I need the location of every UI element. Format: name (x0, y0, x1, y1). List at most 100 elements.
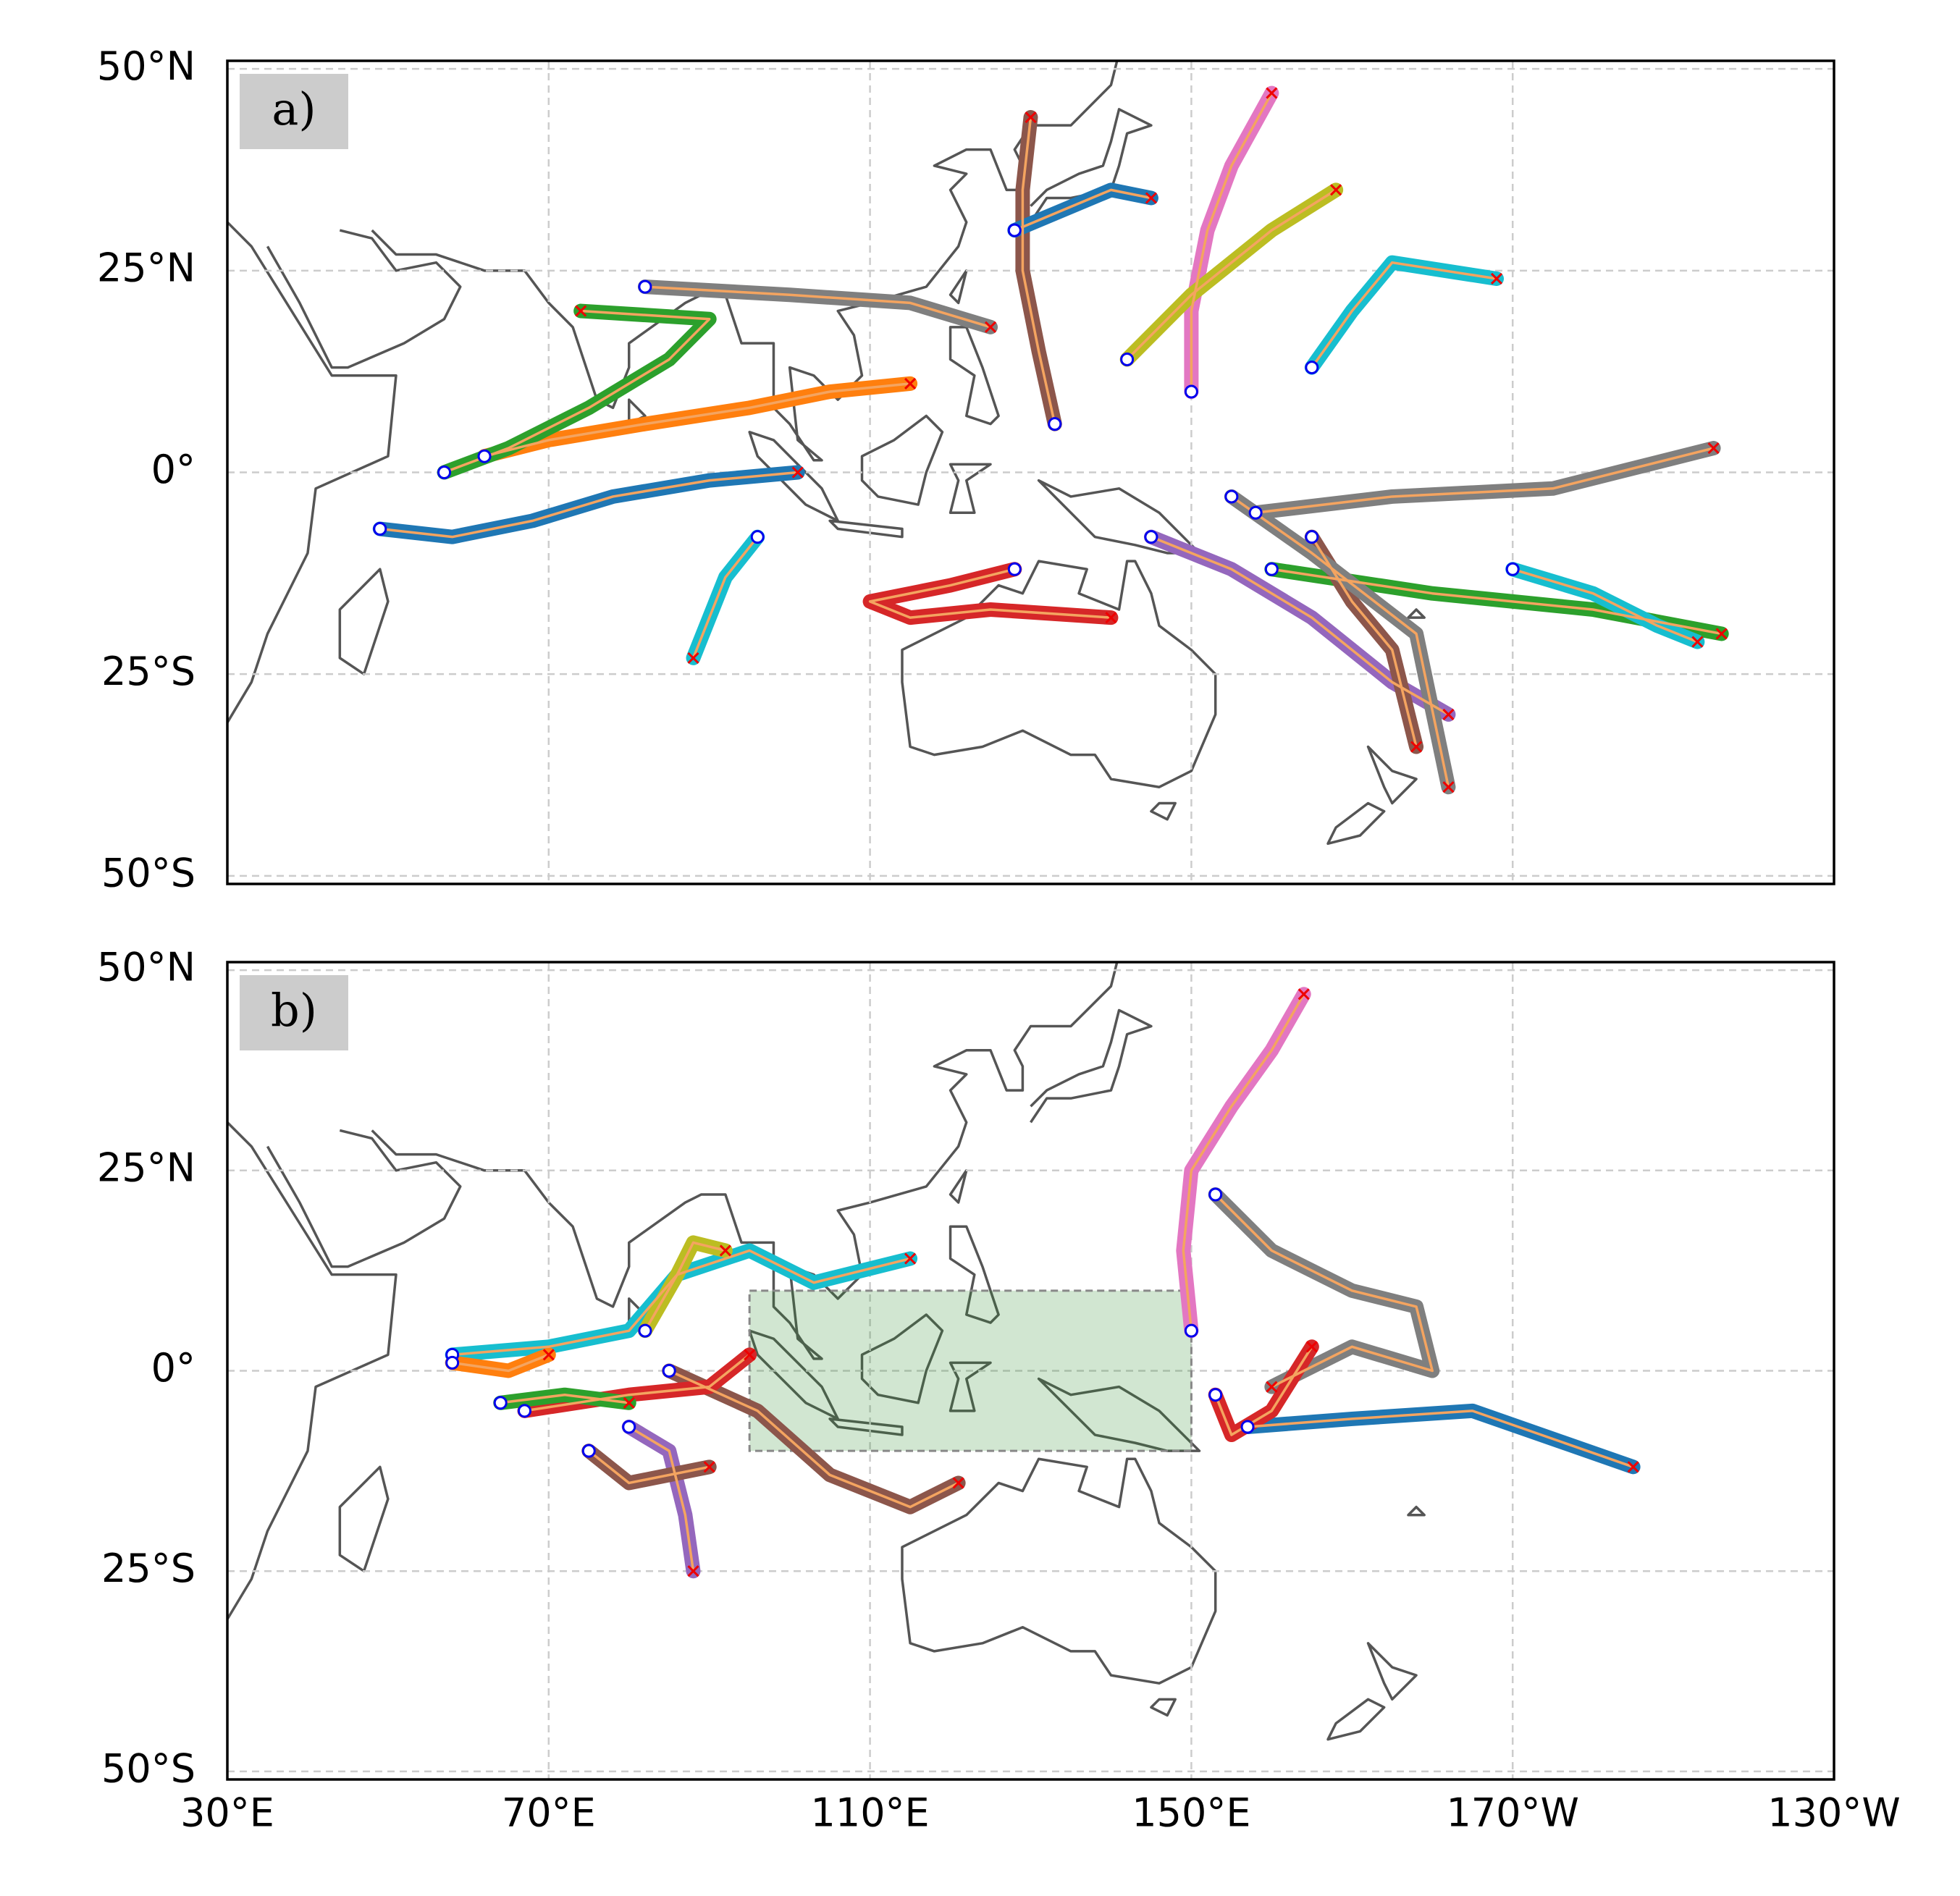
lysis-point (1105, 612, 1117, 624)
track (1176, 987, 1311, 1339)
y-tick-label: 25°S (101, 649, 195, 694)
lysis-point (744, 1349, 756, 1361)
track (621, 1419, 701, 1579)
track-center (1014, 188, 1152, 232)
lysis-point (1297, 988, 1310, 1000)
track-center (691, 536, 759, 659)
y-tick-label: 0° (151, 447, 195, 492)
track (1240, 1403, 1641, 1475)
track (437, 303, 717, 480)
genesis-point (1184, 384, 1198, 399)
lysis-point (687, 1565, 699, 1577)
track (1304, 255, 1505, 375)
genesis-point (1048, 417, 1062, 431)
track (1208, 1187, 1440, 1394)
lysis-point (1266, 1381, 1278, 1393)
plot-area (227, 53, 1834, 884)
track-center (644, 1241, 726, 1332)
genesis-point (581, 1444, 596, 1458)
x-tick-label: 70°E (502, 1790, 596, 1836)
track (1248, 441, 1721, 521)
y-tick-label: 50°N (97, 43, 195, 89)
genesis-point (373, 522, 387, 536)
lysis-point (1442, 708, 1455, 720)
genesis-point (1305, 361, 1319, 375)
genesis-point (1120, 352, 1135, 366)
y-tick-label: 25°N (97, 245, 195, 290)
track-center (443, 309, 711, 474)
genesis-point (518, 1404, 532, 1418)
track (686, 529, 765, 665)
y-tick-label: 0° (151, 1345, 195, 1391)
track-center (1151, 536, 1450, 716)
genesis-point (493, 1396, 508, 1410)
coastlines (227, 53, 1424, 843)
genesis-point (638, 279, 652, 294)
track-center (1021, 117, 1056, 424)
lysis-point (1707, 442, 1720, 455)
panel-frame (226, 961, 1835, 1781)
lysis-point (904, 377, 917, 389)
genesis-point (662, 1364, 676, 1378)
track-center (1255, 447, 1714, 514)
panel-frame (226, 59, 1835, 885)
lysis-point (1305, 1341, 1318, 1353)
genesis-point (1208, 1388, 1223, 1402)
genesis-point (1264, 562, 1279, 576)
lysis-point (1145, 192, 1157, 204)
x-tick-label: 30°E (180, 1790, 274, 1836)
lysis-point (1691, 636, 1704, 648)
panel-label-box (240, 975, 348, 1050)
track-center (379, 471, 798, 539)
lysis-point (703, 1461, 715, 1473)
track-center (452, 1353, 550, 1373)
genesis-point (437, 465, 452, 479)
panel-label: b) (271, 984, 317, 1037)
lysis-point (575, 305, 587, 317)
genesis-point (1305, 530, 1319, 544)
track-center (628, 1425, 695, 1572)
panels: a) 50°N 25°N 0° 25°S 50°S b) 50°N 25°N 0° 25°S 50°S… (97, 43, 1901, 1836)
lysis-point (1715, 628, 1728, 640)
panel-label-box (240, 74, 348, 149)
track-center (1247, 1410, 1634, 1468)
track-center (484, 382, 911, 458)
plot-area (227, 962, 1834, 1779)
genesis-point (1240, 1420, 1255, 1434)
track-center (868, 568, 1111, 619)
track-center (644, 285, 991, 329)
track (1007, 182, 1158, 238)
genesis-point (1208, 1187, 1223, 1202)
genesis-point (750, 530, 765, 544)
lysis-point (719, 1244, 731, 1257)
lysis-point (623, 1396, 635, 1409)
genesis-point (1248, 505, 1263, 520)
genesis-point (1144, 530, 1158, 544)
x-tick-label: 110°E (810, 1790, 929, 1836)
y-tick-label: 50°S (101, 1746, 195, 1792)
y-tick-label: 50°S (101, 850, 195, 896)
track-center (1126, 188, 1337, 361)
track-center (1512, 568, 1699, 644)
genesis-point (1007, 223, 1022, 237)
lysis-point (1490, 272, 1503, 285)
y-tick-label: 25°S (101, 1546, 195, 1591)
y-tick-label: 50°N (97, 945, 195, 990)
map-panel: b) 50°N 25°N 0° 25°S 50°S (97, 945, 1835, 1792)
x-tick-label: 170°W (1446, 1790, 1578, 1836)
track-center (1190, 92, 1273, 392)
lysis-point (1627, 1461, 1639, 1473)
lysis-point (984, 321, 997, 333)
genesis-point (1184, 1323, 1198, 1338)
track-center (500, 1393, 629, 1404)
track (1015, 110, 1062, 431)
lysis-point (904, 1252, 917, 1265)
genesis-point (1505, 562, 1520, 576)
lysis-point (791, 466, 804, 479)
lysis-point (952, 1477, 964, 1489)
panel-label: a) (272, 83, 316, 135)
map-panel: a) 50°N 25°N 0° 25°S 50°S (97, 43, 1835, 896)
lysis-point (1330, 184, 1342, 196)
region-box (748, 1289, 1193, 1452)
